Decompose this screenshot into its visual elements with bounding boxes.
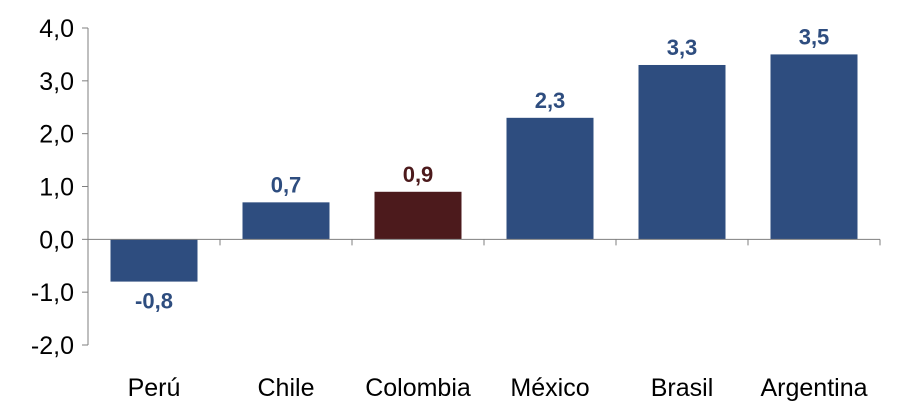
data-labels: -0,8 0,7 0,9 2,3 3,3 3,5	[135, 24, 829, 313]
data-label: 2,3	[535, 88, 566, 113]
x-tick-label: Colombia	[365, 374, 471, 402]
y-tick-label: 3,0	[39, 68, 74, 96]
y-tick-label: -2,0	[31, 332, 74, 360]
x-tick-label: Brasil	[651, 374, 714, 402]
data-label: 0,9	[403, 162, 434, 187]
bar	[506, 117, 594, 240]
y-tick-label: -1,0	[31, 279, 74, 307]
bar	[638, 64, 726, 240]
bars-group	[110, 54, 858, 282]
data-label: 3,5	[799, 24, 830, 49]
data-label: 3,3	[667, 35, 698, 60]
x-tick-labels: Perú Chile Colombia México Brasil Argentina	[128, 374, 868, 402]
x-tick-label: Argentina	[760, 374, 867, 402]
x-tick-label: Chile	[258, 374, 315, 402]
bar	[374, 191, 462, 240]
data-label: 0,7	[271, 172, 302, 197]
y-tick-label: 0,0	[39, 226, 74, 254]
x-axis	[88, 238, 881, 246]
x-tick-label: México	[510, 374, 589, 402]
bar	[242, 202, 330, 240]
x-tick-label: Perú	[128, 374, 181, 402]
y-tick-label: 4,0	[39, 15, 74, 43]
data-label: -0,8	[135, 289, 173, 314]
bar	[110, 239, 198, 282]
y-tick-label: 2,0	[39, 121, 74, 149]
y-tick-label: 1,0	[39, 174, 74, 202]
y-axis: 4,0 3,0 2,0 1,0 0,0 -1,0 -2,0	[31, 15, 89, 360]
bar	[770, 54, 858, 240]
